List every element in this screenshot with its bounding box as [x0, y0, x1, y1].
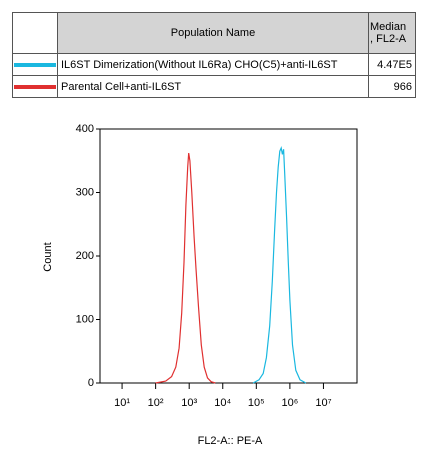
y-tick-label: 100 [76, 313, 94, 325]
y-tick-label: 200 [76, 250, 94, 262]
population-name: IL6ST Dimerization(Without IL6Ra) CHO(C5… [57, 53, 369, 76]
x-tick-label: 10⁷ [315, 397, 331, 409]
x-tick-label: 10³ [181, 397, 197, 409]
legend-table: Population Name Median , FL2-A IL6ST Dim… [12, 12, 416, 98]
x-tick-label: 10¹ [114, 397, 130, 409]
swatch [14, 62, 56, 67]
swatch-header [12, 12, 58, 54]
x-tick-label: 10⁴ [214, 397, 231, 409]
y-tick-label: 300 [76, 186, 94, 198]
population-name: Parental Cell+anti-IL6ST [57, 75, 369, 98]
swatch [14, 84, 56, 89]
y-axis-title: Count [42, 242, 54, 271]
x-tick-label: 10² [148, 397, 164, 409]
plot-frame [99, 128, 358, 384]
table-row: Parental Cell+anti-IL6ST 966 [12, 75, 416, 98]
x-tick-label: 10⁶ [281, 397, 298, 409]
x-axis-title: FL2-A:: PE-A [198, 435, 263, 447]
y-tick-label: 400 [76, 123, 94, 135]
table-body: IL6ST Dimerization(Without IL6Ra) CHO(C5… [12, 53, 416, 98]
median-value: 966 [368, 75, 416, 98]
histogram-line [252, 145, 307, 384]
x-tick-label: 10⁵ [248, 397, 265, 409]
histogram-line [155, 153, 216, 384]
y-tick-label: 0 [88, 377, 94, 389]
